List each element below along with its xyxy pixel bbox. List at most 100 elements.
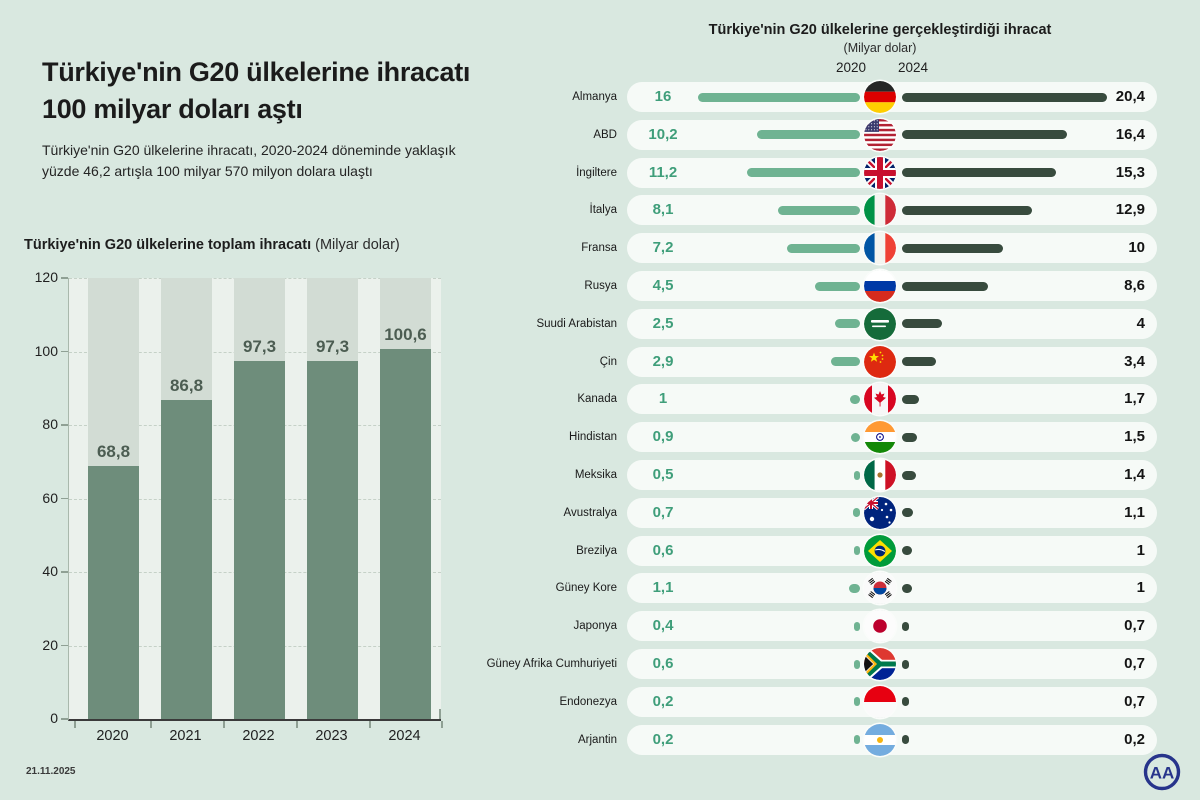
x-axis-tick (74, 721, 76, 728)
country-row-pill: 0,4 0,7 (627, 610, 1157, 643)
country-label: ABD (593, 128, 617, 141)
jp-flag-icon (864, 610, 896, 643)
bar-2024 (902, 394, 920, 404)
bar-2024 (902, 281, 989, 291)
country-row-mx: Meksika 0,5 1,4 (427, 459, 1167, 491)
fr-flag-icon (864, 232, 896, 265)
bar-2024 (902, 432, 918, 442)
country-row-it: İtalya 8,1 12,9 (427, 194, 1167, 227)
bar-2022 (234, 361, 285, 719)
kr-flag-icon (864, 572, 896, 605)
value-2024: 12,9 (1115, 201, 1145, 219)
country-row-pill: 8,1 12,9 (627, 194, 1157, 227)
bar-2020 (852, 508, 860, 518)
x-axis-tick (223, 721, 225, 728)
br-flag-icon (864, 534, 896, 567)
country-label: Avustralya (563, 506, 617, 519)
x-axis-label: 2024 (388, 728, 421, 744)
value-2024: 4 (1136, 314, 1145, 332)
country-row-de: Almanya 16 20,4 (427, 81, 1167, 113)
country-label: Japonya (573, 620, 617, 633)
value-2020: 0,2 (652, 730, 674, 748)
value-2024: 1,5 (1124, 428, 1145, 446)
country-row-sa: Suudi Arabistan 2,5 4 (427, 307, 1167, 340)
country-label: Brezilya (576, 544, 617, 557)
country-row-pill: 0,9 1,5 (627, 421, 1157, 454)
bar-2020 (854, 697, 860, 707)
total-chart-title: Türkiye'nin G20 ülkelerine toplam ihraca… (24, 237, 400, 253)
bar-2020 (834, 319, 860, 329)
legend-2024: 2024 (898, 60, 929, 75)
country-row-ca: Kanada 1 1,7 (427, 383, 1167, 416)
y-axis-tick (61, 718, 68, 720)
bar-2020 (854, 735, 860, 745)
bar-2024 (902, 735, 909, 745)
value-2024: 1,1 (1124, 503, 1145, 521)
value-2020: 16 (654, 88, 672, 105)
y-axis-tick (61, 497, 68, 499)
bar-2020 (848, 583, 860, 593)
value-2020: 8,1 (652, 201, 674, 219)
country-label: Kanada (577, 393, 617, 406)
bar-2024 (902, 470, 917, 480)
ru-flag-icon (864, 270, 896, 302)
country-row-pill: 11,2 15,3 (627, 156, 1157, 189)
y-axis-label: 0 (50, 710, 58, 726)
x-axis-label: 2023 (315, 728, 348, 744)
country-label: Suudi Arabistan (536, 317, 617, 330)
total-exports-chart: 68,8 86,8 97,3 97,3 100,6 2020 2021 2022 2023 20… (0, 269, 480, 758)
value-2024: 0,7 (1124, 617, 1145, 635)
bar-2020 (698, 92, 860, 102)
value-2024: 1 (1136, 541, 1145, 559)
country-label: Fransa (581, 242, 617, 255)
country-row-pill: 0,6 1 (627, 534, 1157, 567)
bar-2020 (853, 546, 860, 556)
country-row-fr: Fransa 7,2 10 (427, 232, 1167, 265)
y-axis-tick (61, 644, 68, 646)
country-row-pill: 2,9 3,4 (627, 345, 1157, 378)
country-row-gb: İngiltere 11,2 15,3 (427, 156, 1167, 189)
bar-2024 (902, 168, 1056, 178)
bar-2024 (902, 205, 1032, 215)
country-row-pill: 0,5 1,4 (627, 459, 1157, 491)
value-2020: 1,1 (652, 579, 674, 597)
country-row-jp: Japonya 0,4 0,7 (427, 610, 1167, 643)
country-label: Hindistan (569, 431, 617, 444)
axis-corner-tick (439, 709, 441, 719)
value-2024: 1,4 (1124, 466, 1145, 483)
za-flag-icon (864, 648, 896, 680)
country-row-au: Avustralya 0,7 1,1 (427, 496, 1167, 529)
y-axis-label: 40 (42, 563, 58, 579)
x-axis-tick (150, 721, 152, 728)
bar-2024 (380, 349, 431, 719)
value-2020: 0,7 (652, 503, 674, 521)
legend-2020: 2020 (835, 60, 866, 75)
country-row-pill: 0,6 0,7 (627, 648, 1157, 680)
left-plot: 68,8 86,8 97,3 97,3 100,6 (68, 278, 443, 728)
value-2020: 7,2 (652, 239, 674, 257)
value-2020: 0,6 (652, 541, 674, 559)
country-row-pill: 0,2 0,2 (627, 723, 1157, 756)
country-row-pill: 1,1 1 (627, 572, 1157, 605)
value-2020: 0,2 (652, 692, 674, 710)
value-2020: 2,9 (652, 352, 674, 370)
bar-2020 (88, 466, 139, 719)
bar-2020 (849, 394, 860, 404)
y-axis-tick (61, 424, 68, 426)
country-chart-unit-label: (Milyar dolar) (843, 41, 917, 55)
country-row-pill: 16 20,4 (627, 81, 1157, 113)
value-2020: 11,2 (648, 163, 678, 181)
value-2024: 10 (1128, 239, 1145, 257)
bar-2020 (787, 243, 860, 253)
bar-2020 (853, 659, 860, 669)
value-2020: 2,5 (652, 314, 674, 332)
value-2020: 0,9 (652, 428, 674, 446)
country-row-ar: Arjantin 0,2 0,2 (427, 723, 1167, 756)
country-label: Almanya (572, 91, 617, 103)
country-row-pill: 0,2 0,7 (627, 685, 1157, 718)
country-row-za: Güney Afrika Cumhuriyeti 0,6 0,7 (427, 648, 1167, 680)
x-axis-tick (369, 721, 371, 728)
y-axis-tick (61, 571, 68, 573)
country-row-cn: Çin 2,9 3,4 (427, 345, 1167, 378)
gb-flag-icon (864, 156, 896, 189)
